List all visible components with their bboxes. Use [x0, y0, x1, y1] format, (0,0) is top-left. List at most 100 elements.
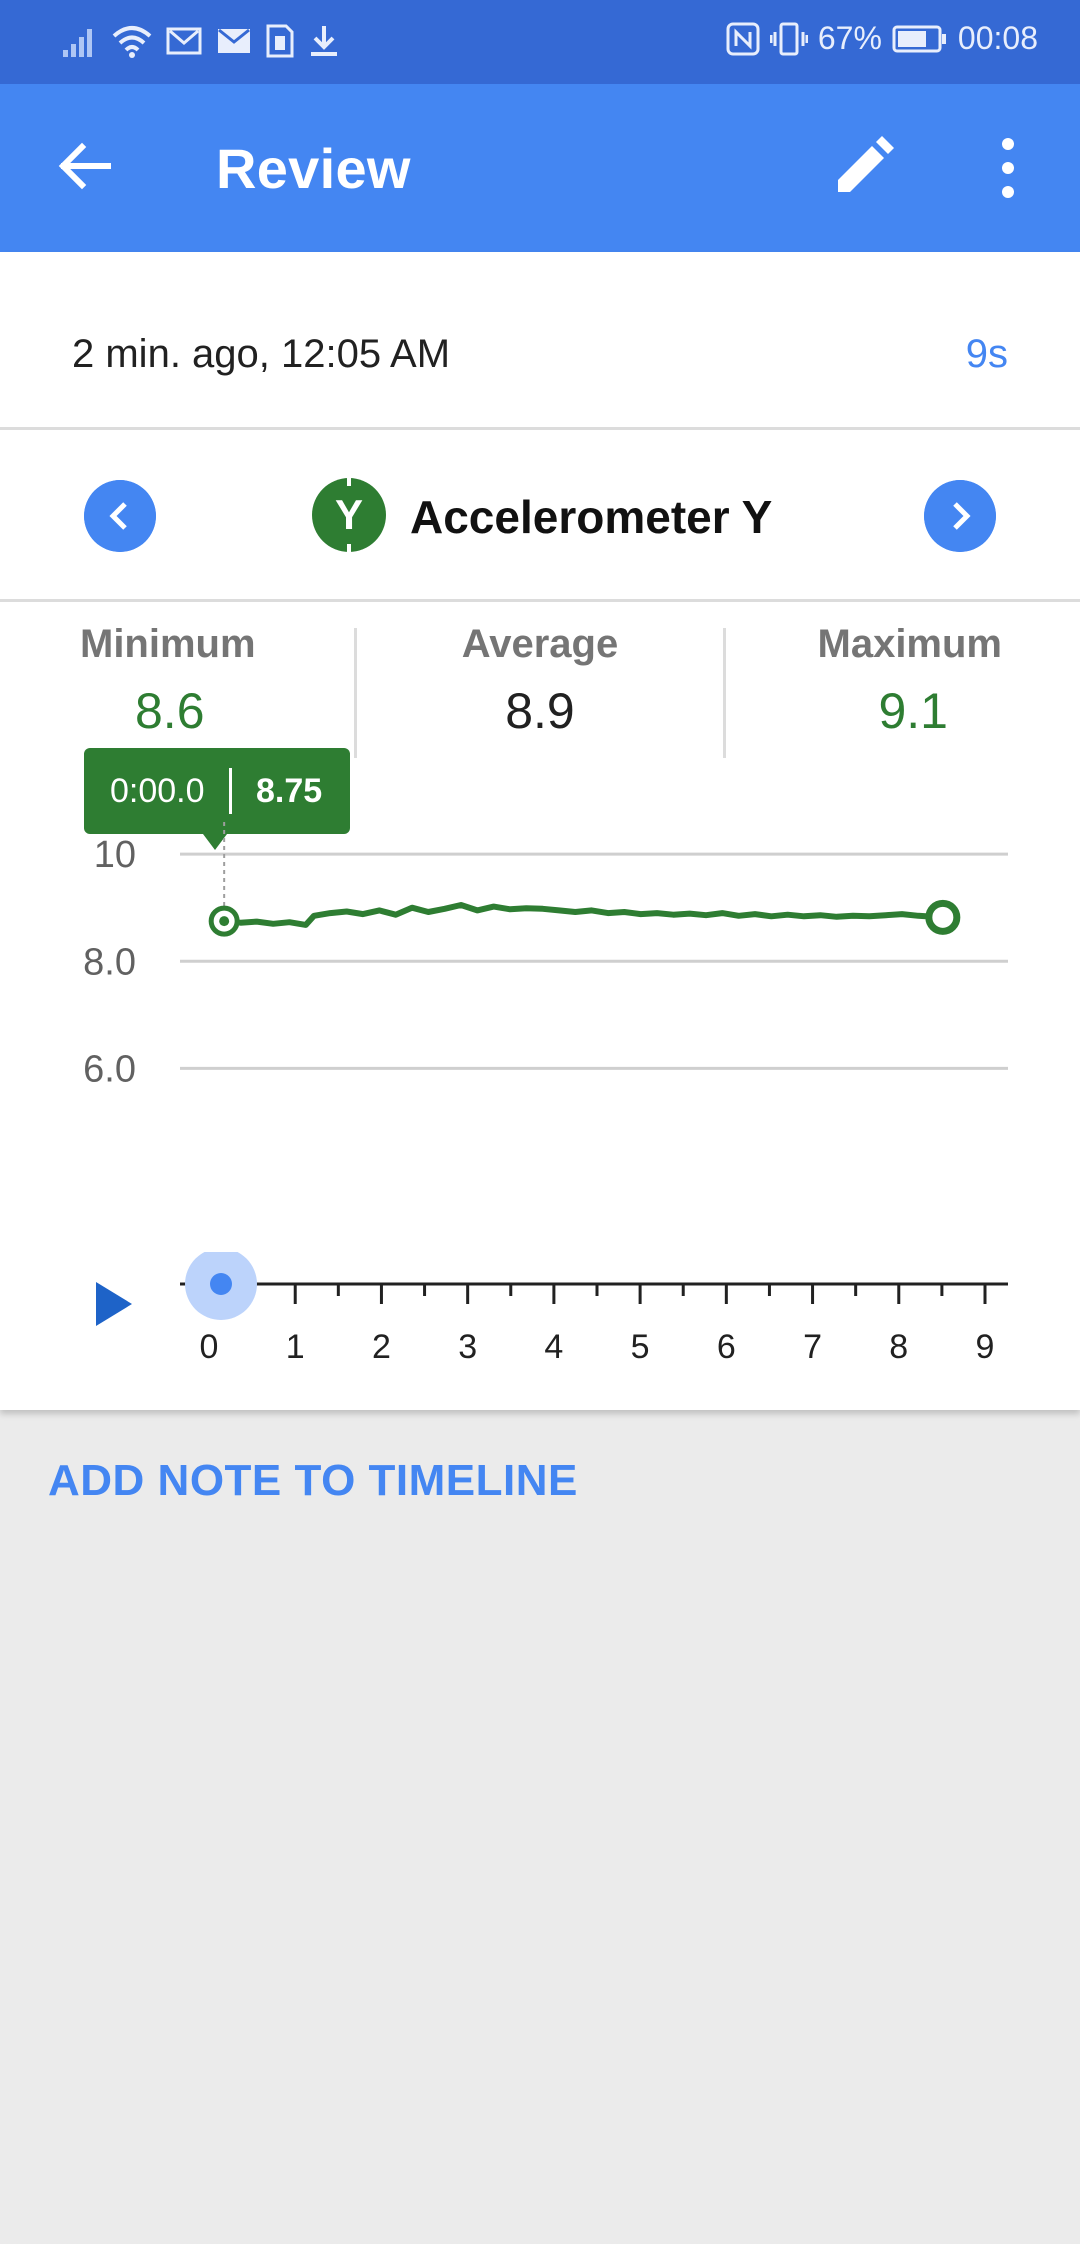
stat-average-value: 8.9	[505, 683, 575, 739]
data-point	[573, 910, 577, 914]
data-point	[443, 907, 447, 911]
tooltip-time: 0:00.0	[110, 772, 205, 810]
stat-minimum-label: Minimum	[80, 622, 256, 666]
pencil-icon[interactable]	[830, 134, 896, 200]
stat-maximum-label: Maximum	[817, 622, 1003, 666]
x-tick-label: 2	[371, 1328, 391, 1366]
download-icon	[311, 26, 337, 56]
x-tick-label: 4	[544, 1328, 564, 1366]
stat-maximum-value: 9.1	[878, 683, 948, 739]
stats-divider	[354, 628, 357, 758]
status-bar: 67% 00:08	[0, 0, 1080, 84]
stat-minimum: Minimum 8.6	[0, 602, 358, 762]
data-point	[410, 906, 414, 910]
x-tick-label: 1	[285, 1328, 305, 1366]
data-point	[475, 908, 479, 912]
data-point	[271, 922, 275, 926]
data-point	[835, 915, 839, 919]
data-point	[688, 912, 692, 916]
data-point	[557, 908, 561, 912]
data-point	[704, 913, 708, 917]
run-review-card: 2 min. ago, 12:05 AM 9s Y Accelerometer …	[0, 252, 1080, 1410]
clock: 00:08	[957, 20, 1038, 56]
run-info-row: 2 min. ago, 12:05 AM 9s	[0, 252, 1080, 430]
data-point	[541, 907, 545, 911]
play-icon[interactable]	[94, 1278, 136, 1330]
y-tick-label: 8.0	[83, 941, 136, 983]
battery-percent: 67%	[817, 20, 882, 56]
data-point	[671, 913, 675, 917]
signal-icon	[63, 29, 92, 57]
data-point	[867, 914, 871, 918]
run-duration: 9s	[965, 332, 1008, 376]
sensor-badge-letter: Y	[334, 491, 363, 538]
data-point	[851, 914, 855, 918]
mail-icon	[218, 28, 250, 53]
timeline-scrubber[interactable]	[0, 1252, 1080, 1332]
sensor-selector: Y Accelerometer Y	[0, 430, 1080, 602]
data-point	[288, 920, 291, 924]
x-tick-label: 5	[630, 1328, 650, 1366]
data-point	[239, 921, 242, 925]
data-point	[312, 914, 316, 918]
x-tick-label: 0	[199, 1328, 219, 1366]
status-right-icons: 67% 00:08	[726, 20, 1038, 57]
battery-icon	[892, 25, 946, 52]
sim-icon	[266, 24, 294, 58]
data-point	[361, 912, 365, 916]
next-sensor-button[interactable]	[924, 480, 996, 552]
arrow-back-icon[interactable]	[52, 134, 116, 198]
nfc-icon	[726, 22, 760, 55]
tooltip-pointer	[203, 834, 227, 850]
run-date: 2 min. ago, 12:05 AM	[72, 332, 451, 376]
data-point	[916, 914, 920, 918]
data-point	[255, 920, 259, 924]
data-point	[459, 903, 463, 907]
y-tick-label: 10	[94, 834, 136, 876]
vibrate-icon	[769, 22, 808, 55]
data-point	[818, 913, 822, 917]
data-point	[639, 912, 643, 916]
data-point	[328, 911, 332, 915]
value-tooltip: 0:00.0 8.75	[84, 748, 350, 850]
data-point	[606, 911, 610, 915]
data-point	[492, 905, 496, 909]
wifi-icon	[112, 26, 152, 58]
x-tick-label: 6	[716, 1328, 736, 1366]
data-point	[769, 914, 773, 918]
data-point	[753, 912, 757, 916]
data-point	[900, 912, 904, 916]
tooltip-value: 8.75	[256, 772, 323, 810]
data-point	[508, 907, 512, 911]
previous-sensor-button[interactable]	[84, 480, 156, 552]
sensor-y-badge: Y	[312, 478, 386, 552]
tooltip-separator	[229, 768, 232, 814]
data-point	[655, 911, 659, 915]
start-marker-dot	[219, 916, 230, 927]
data-point	[394, 913, 398, 917]
status-left-icons	[62, 24, 340, 58]
stat-maximum: Maximum 9.1	[725, 602, 1080, 762]
data-point	[345, 909, 349, 913]
page-title: Review	[216, 137, 411, 200]
end-marker	[925, 899, 961, 935]
data-point	[720, 911, 724, 915]
scrubber-handle	[210, 1273, 232, 1295]
add-note-button[interactable]: ADD NOTE TO TIMELINE	[48, 1456, 578, 1505]
x-tick-label: 9	[975, 1328, 995, 1366]
gmail-icon	[166, 27, 202, 55]
data-point	[737, 914, 741, 918]
x-tick-label: 8	[889, 1328, 909, 1366]
playback-timeline: 0 1 2 3 4 5 6 7 8 9	[0, 1252, 1080, 1392]
data-point	[426, 910, 430, 914]
sensor-line-chart[interactable]: 10 8.0 6.0	[0, 822, 1080, 1122]
series-line	[223, 902, 943, 928]
x-tick-label: 7	[803, 1328, 822, 1366]
sensor-name: Accelerometer Y	[410, 491, 773, 543]
x-tick-label: 3	[458, 1328, 478, 1366]
data-point	[304, 923, 308, 927]
data-point	[786, 913, 790, 917]
stat-minimum-value: 8.6	[135, 683, 205, 739]
y-tick-label: 6.0	[83, 1048, 136, 1090]
more-vert-icon[interactable]	[984, 132, 1032, 204]
